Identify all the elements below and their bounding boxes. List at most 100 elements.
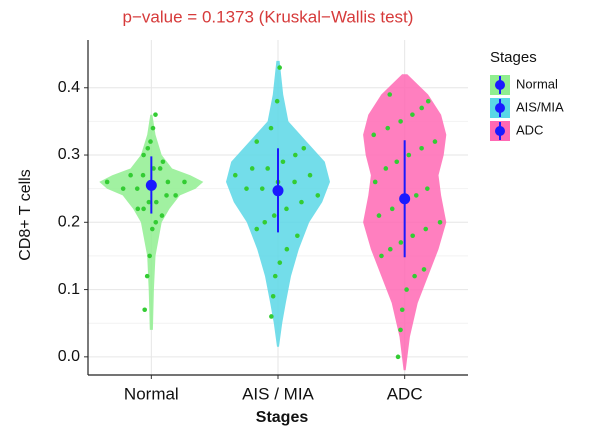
data-point	[141, 206, 146, 212]
data-point	[254, 139, 260, 144]
chart-title: p−value = 0.1373 (Kruskal−Wallis test)	[123, 7, 414, 26]
data-point	[419, 146, 424, 151]
data-point	[153, 112, 158, 117]
data-point	[128, 172, 133, 178]
data-point	[135, 206, 141, 212]
y-tick-label: 0.1	[58, 281, 80, 298]
data-point	[274, 98, 280, 104]
data-point	[140, 172, 146, 178]
x-axis-label: Stages	[256, 409, 309, 426]
data-point	[272, 273, 278, 279]
data-point	[265, 166, 270, 171]
legend-dot	[495, 126, 505, 136]
data-point	[284, 206, 289, 212]
data-point	[277, 65, 282, 70]
data-point	[399, 307, 405, 313]
data-point	[157, 166, 163, 171]
y-axis-label: CD8+ T cells	[17, 169, 34, 260]
data-point	[268, 125, 274, 131]
y-tick-label: 0.4	[58, 79, 80, 96]
data-point	[280, 159, 286, 165]
data-point	[398, 327, 403, 333]
x-tick-label: ADC	[387, 384, 423, 403]
data-point	[141, 152, 146, 158]
data-point	[277, 260, 283, 265]
x-tick-label: AIS / MIA	[242, 384, 314, 403]
data-point	[254, 226, 260, 232]
data-point	[249, 166, 255, 171]
x-tick-label: Normal	[124, 384, 179, 403]
violin	[99, 114, 204, 330]
data-point	[142, 307, 148, 313]
legend-dot	[495, 103, 505, 113]
data-point	[406, 152, 412, 158]
data-point	[151, 166, 156, 171]
data-point	[147, 253, 152, 259]
legend-title: Stages	[490, 49, 537, 66]
data-point	[164, 193, 169, 198]
data-point	[389, 206, 395, 212]
data-point	[244, 186, 249, 191]
mean-point	[145, 179, 157, 191]
data-point	[153, 219, 159, 225]
data-point	[293, 152, 298, 158]
data-point	[307, 172, 313, 178]
data-point	[388, 246, 393, 252]
data-point	[148, 139, 153, 144]
data-point	[295, 233, 300, 239]
y-tick-label: 0.2	[58, 214, 80, 231]
data-point	[270, 293, 276, 299]
data-point	[232, 172, 238, 178]
data-point	[394, 159, 400, 165]
data-point	[395, 354, 401, 360]
data-point	[419, 105, 425, 111]
data-point	[160, 159, 166, 165]
legend-dot	[495, 80, 505, 90]
data-point	[269, 314, 274, 319]
data-point	[413, 193, 419, 198]
data-point	[173, 193, 178, 198]
legend-label: ADC	[516, 122, 543, 137]
data-point	[432, 139, 438, 144]
data-point	[410, 233, 415, 239]
data-point	[150, 226, 155, 232]
data-point	[134, 186, 140, 191]
data-point	[398, 240, 404, 245]
data-point	[154, 199, 159, 205]
data-point	[371, 132, 377, 138]
data-point	[379, 253, 384, 259]
data-point	[410, 112, 415, 117]
data-point	[398, 119, 403, 124]
legend-label: Normal	[516, 76, 558, 91]
data-point	[150, 125, 156, 131]
data-point	[104, 179, 110, 185]
data-point	[425, 98, 431, 104]
data-point	[262, 219, 268, 225]
data-point	[421, 267, 427, 272]
data-point	[284, 246, 290, 252]
mean-point	[399, 193, 411, 205]
data-point	[292, 179, 297, 185]
data-point	[385, 125, 391, 131]
data-point	[159, 213, 165, 218]
y-tick-label: 0.0	[58, 348, 80, 365]
data-point	[383, 166, 389, 171]
data-point	[165, 179, 171, 185]
data-point	[315, 193, 321, 198]
data-point	[412, 273, 417, 279]
data-point	[120, 186, 126, 191]
y-tick-label: 0.3	[58, 146, 80, 163]
data-point	[145, 146, 151, 151]
data-point	[271, 213, 277, 218]
data-point	[425, 186, 430, 191]
data-point	[404, 287, 409, 292]
data-point	[423, 226, 429, 232]
data-point	[299, 199, 304, 205]
data-point	[387, 92, 393, 97]
data-point	[259, 186, 265, 191]
data-point	[182, 179, 187, 185]
data-point	[437, 219, 443, 225]
mean-point	[272, 185, 284, 197]
data-point	[144, 273, 150, 279]
